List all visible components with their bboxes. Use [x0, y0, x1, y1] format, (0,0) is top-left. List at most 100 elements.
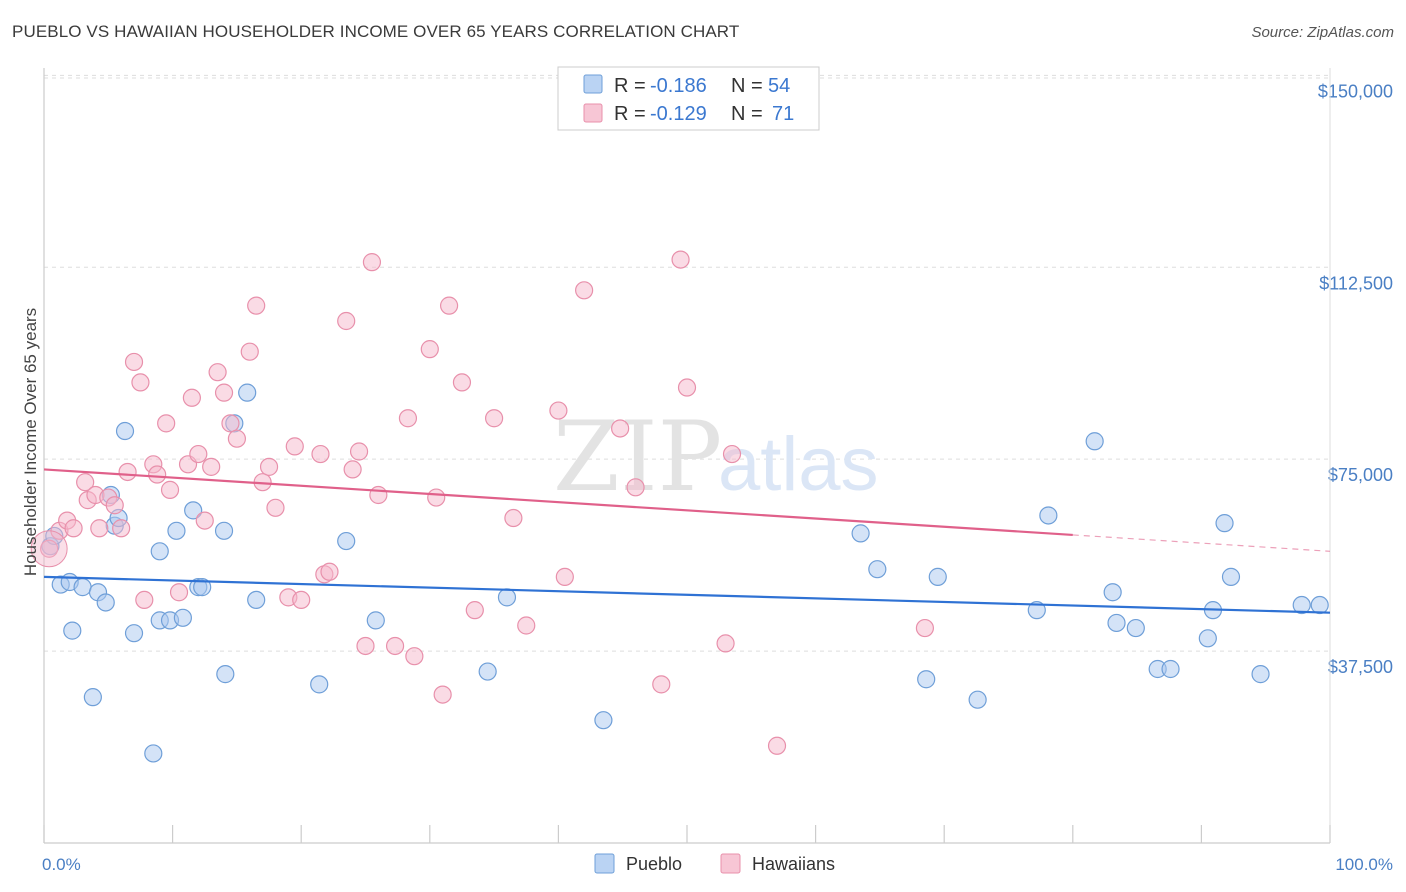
data-point-hawaiians [439, 296, 459, 315]
data-point-hawaiians-large [30, 530, 68, 568]
data-point-pueblo [1221, 567, 1241, 586]
data-point-pueblo [851, 524, 870, 543]
data-point-hawaiians [716, 634, 735, 653]
data-point-pueblo [167, 521, 186, 540]
data-point-hawaiians [767, 736, 787, 755]
data-point-pueblo [917, 670, 936, 689]
y-tick-label: $112,500 [1319, 273, 1393, 293]
data-point-hawaiians [549, 401, 568, 420]
data-point-pueblo [144, 744, 163, 763]
data-point-pueblo [184, 501, 203, 520]
data-point-pueblo [124, 624, 144, 643]
bottom-legend-label-pueblo: Pueblo [626, 854, 682, 874]
data-point-pueblo [73, 578, 92, 597]
data-point-hawaiians [915, 618, 935, 638]
data-point-hawaiians [266, 498, 285, 517]
data-point-pueblo [1198, 629, 1217, 648]
data-point-pueblo [115, 421, 135, 441]
data-point-hawaiians [398, 409, 418, 428]
data-point-hawaiians [356, 636, 375, 656]
data-point-hawaiians [214, 383, 234, 402]
data-point-pueblo [310, 675, 329, 694]
data-point-hawaiians [485, 409, 504, 428]
data-point-hawaiians [160, 480, 180, 499]
data-point-hawaiians [452, 373, 472, 392]
data-point-pueblo [868, 560, 887, 579]
bottom-legend: Pueblo Hawaiians [594, 853, 835, 874]
legend-r-value-pueblo: -0.186 [650, 75, 707, 97]
data-point-pueblo [173, 608, 192, 627]
data-point-hawaiians [105, 496, 124, 515]
y-tick-label: $37,500 [1328, 657, 1393, 677]
data-point-hawaiians [465, 601, 484, 620]
data-point-pueblo [594, 711, 613, 730]
data-point-hawaiians [427, 488, 446, 507]
data-point-hawaiians [420, 340, 439, 359]
data-point-pueblo [238, 383, 257, 402]
axis-layer: $37,500 $75,000 $112,500 $150,000 0.0% 100.0% [42, 68, 1393, 874]
trend-layer [43, 468, 1331, 614]
data-point-pueblo [193, 578, 212, 597]
data-point-pueblo [83, 688, 102, 707]
data-point-pueblo [1215, 514, 1234, 533]
data-point-hawaiians [90, 519, 109, 538]
data-point-hawaiians [575, 281, 594, 300]
data-point-hawaiians [369, 485, 388, 505]
data-point-hawaiians [64, 519, 83, 538]
data-point-hawaiians [40, 539, 59, 558]
bottom-legend-swatch-pueblo [594, 853, 615, 874]
data-point-hawaiians [202, 457, 221, 476]
data-point-hawaiians [385, 636, 405, 656]
data-point-pueblo [1039, 506, 1058, 525]
data-point-hawaiians [208, 363, 227, 382]
data-point-pueblo [366, 611, 385, 630]
data-point-hawaiians [517, 616, 536, 635]
data-point-hawaiians [671, 250, 690, 269]
data-point-hawaiians [311, 444, 330, 464]
data-point-hawaiians [677, 378, 697, 397]
data-point-hawaiians [157, 414, 176, 433]
data-point-pueblo [1027, 601, 1046, 620]
data-point-pueblo [96, 593, 115, 612]
data-point-pueblo [497, 588, 517, 607]
bottom-legend-swatch-hawaiians [720, 853, 741, 874]
data-point-hawaiians [504, 508, 523, 528]
data-point-hawaiians [722, 444, 742, 464]
source-credit: Source: ZipAtlas.com [1251, 24, 1394, 41]
data-point-pueblo [247, 590, 266, 610]
trend-line-hawaiians [43, 468, 1073, 537]
watermark: ZIP atlas [553, 401, 879, 513]
x-tick-label: 0.0% [42, 855, 81, 874]
data-point-hawaiians [195, 511, 214, 530]
bottom-legend-label-hawaiians: Hawaiians [752, 854, 835, 874]
legend-swatch-hawaiians [583, 103, 603, 123]
points-layer [30, 250, 1329, 763]
data-point-hawaiians [626, 478, 645, 497]
data-point-hawaiians [362, 253, 382, 272]
data-point-hawaiians [135, 590, 154, 610]
data-point-hawaiians [433, 685, 452, 704]
grid-layer [44, 74, 1330, 652]
data-point-hawaiians [337, 311, 356, 331]
data-point-pueblo [1292, 595, 1311, 615]
data-point-pueblo [1103, 583, 1122, 602]
data-point-hawaiians [405, 647, 424, 666]
data-point-hawaiians [292, 590, 311, 610]
y-tick-label: $75,000 [1328, 465, 1393, 485]
legend-n-value-hawaiians: 71 [772, 103, 794, 125]
watermark-zip: ZIP [553, 401, 722, 513]
y-axis-label: Householder Income Over 65 years [21, 308, 40, 576]
data-point-pueblo [150, 542, 169, 561]
watermark-atlas: atlas [718, 422, 879, 507]
data-point-hawaiians [118, 462, 137, 482]
data-point-hawaiians [221, 414, 240, 433]
data-point-pueblo [1251, 665, 1270, 684]
trend-line-pueblo [43, 575, 1331, 614]
data-point-hawaiians [169, 583, 189, 602]
legend-box: R = -0.186 N = 54 R = -0.129 N = 71 [557, 66, 820, 131]
legend-r-label-hawaiians: R = [614, 103, 646, 125]
data-point-pueblo [1126, 618, 1145, 638]
data-point-pueblo [968, 690, 987, 709]
data-point-pueblo [1107, 613, 1126, 633]
